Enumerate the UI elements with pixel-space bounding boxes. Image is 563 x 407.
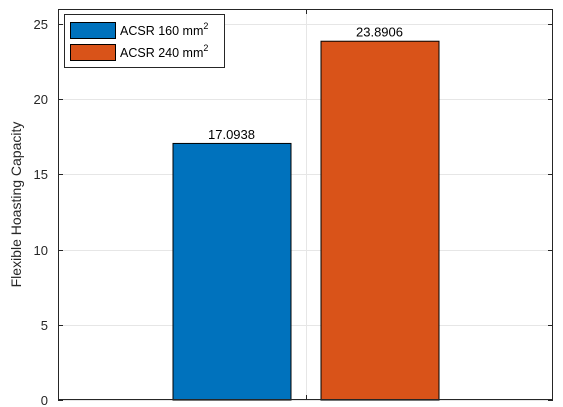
legend-label-2: ACSR 240 mm2: [120, 43, 208, 60]
y-tick-label: 25: [34, 17, 48, 32]
data-labels: 17.0938 23.8906: [208, 25, 403, 142]
bar-value-label-1: 17.0938: [208, 127, 255, 142]
legend: ACSR 160 mm2 ACSR 240 mm2: [64, 14, 225, 68]
y-tick-label: 20: [34, 92, 48, 107]
bar-1: [172, 142, 292, 401]
y-tick-label: 5: [41, 318, 48, 333]
y-ticks: 0 5 10 15 20 25: [34, 9, 553, 407]
bars: [172, 40, 440, 401]
y-axis-label: Flexible Hoasting Capacity: [8, 122, 24, 288]
legend-swatch-1: [70, 22, 116, 39]
plot-background: [58, 9, 553, 400]
legend-swatch-2: [70, 44, 116, 61]
y-tick-label: 0: [41, 393, 48, 407]
bar-2: [320, 40, 440, 401]
bar-value-label-2: 23.8906: [356, 25, 403, 40]
y-tick-label: 15: [34, 167, 48, 182]
grid-lines: [58, 9, 553, 401]
legend-label-1: ACSR 160 mm2: [120, 21, 208, 38]
plot-frame: [58, 9, 553, 400]
y-tick-label: 10: [34, 243, 48, 258]
